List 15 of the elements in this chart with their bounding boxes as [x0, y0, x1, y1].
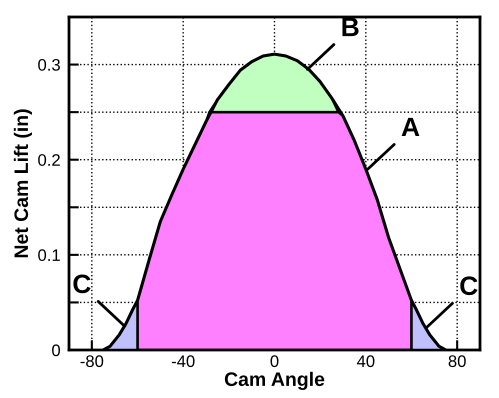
- y-tick-label: 0: [52, 344, 60, 356]
- x-tick-label: -80: [80, 355, 104, 368]
- annotation: C: [460, 276, 478, 296]
- x-axis-title: Cam Angle: [224, 372, 324, 390]
- x-tick-label: 0: [270, 355, 278, 368]
- x-tick-label: 80: [448, 355, 466, 368]
- annotation: A: [402, 118, 420, 136]
- y-tick-label: 0.2: [38, 154, 60, 166]
- y-tick-label: 0.3: [38, 58, 60, 71]
- annotation: C: [73, 274, 91, 294]
- x-tick-label: -40: [172, 355, 195, 368]
- y-tick-label: 0.1: [38, 249, 60, 262]
- x-tick-label: 40: [356, 355, 374, 368]
- y-axis-title: Net Cam Lift (in): [14, 109, 32, 258]
- annotation: B: [342, 18, 359, 36]
